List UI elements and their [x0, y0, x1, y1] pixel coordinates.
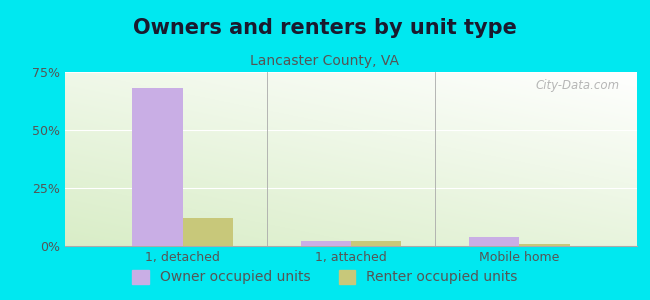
Bar	[469, 237, 519, 246]
Text: Owners and renters by unit type: Owners and renters by unit type	[133, 18, 517, 38]
Bar	[300, 242, 351, 246]
Bar	[133, 88, 183, 246]
Text: City-Data.com: City-Data.com	[536, 79, 620, 92]
Legend: Owner occupied units, Renter occupied units: Owner occupied units, Renter occupied un…	[127, 264, 523, 290]
Bar	[351, 242, 402, 246]
Bar	[183, 218, 233, 246]
Bar	[519, 244, 569, 246]
Text: Lancaster County, VA: Lancaster County, VA	[250, 54, 400, 68]
